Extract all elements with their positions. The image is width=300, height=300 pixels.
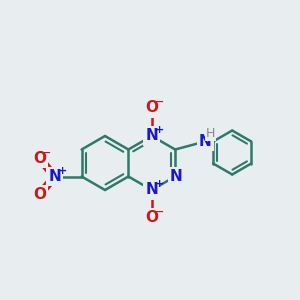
- Text: O: O: [33, 187, 46, 202]
- Text: −: −: [155, 207, 164, 217]
- Text: N: N: [48, 169, 61, 184]
- Text: +: +: [155, 125, 164, 135]
- Text: O: O: [145, 100, 158, 116]
- Text: O: O: [145, 211, 158, 226]
- Text: +: +: [155, 179, 164, 189]
- Text: N: N: [146, 128, 158, 143]
- Text: +: +: [58, 166, 67, 176]
- Text: N: N: [146, 182, 158, 197]
- Text: −: −: [42, 148, 51, 158]
- Text: H: H: [206, 127, 215, 140]
- Text: O: O: [33, 151, 46, 166]
- Text: N: N: [170, 169, 182, 184]
- Text: N: N: [199, 134, 211, 149]
- Text: −: −: [155, 97, 164, 107]
